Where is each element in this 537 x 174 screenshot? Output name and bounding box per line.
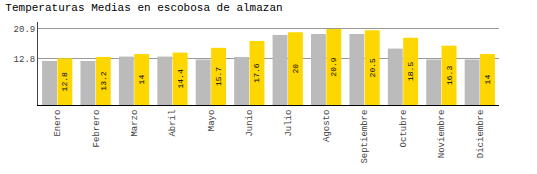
svg-text:17.6: 17.6: [252, 63, 261, 82]
svg-text:12.8: 12.8: [60, 72, 69, 91]
svg-text:Marzo: Marzo: [130, 110, 140, 137]
svg-text:20.9: 20.9: [14, 25, 36, 35]
svg-text:Febrero: Febrero: [92, 110, 102, 148]
svg-text:14: 14: [137, 75, 146, 85]
svg-text:Julio: Julio: [284, 110, 294, 137]
svg-text:Noviembre: Noviembre: [437, 110, 447, 159]
svg-text:Abril: Abril: [168, 110, 178, 137]
svg-text:Junio: Junio: [245, 110, 255, 137]
svg-text:16.3: 16.3: [445, 66, 454, 85]
svg-text:20.5: 20.5: [368, 58, 377, 77]
svg-text:Octubre: Octubre: [399, 110, 409, 148]
svg-text:13.2: 13.2: [99, 71, 108, 90]
svg-text:Agosto: Agosto: [322, 110, 332, 142]
svg-text:Temperaturas Medias en escobos: Temperaturas Medias en escobosa de almaz…: [5, 2, 282, 14]
svg-text:14: 14: [483, 75, 492, 85]
svg-text:12.8: 12.8: [14, 55, 36, 65]
svg-text:14.4: 14.4: [176, 69, 185, 88]
svg-text:Mayo: Mayo: [207, 110, 217, 132]
svg-text:15.7: 15.7: [214, 67, 223, 86]
svg-text:Septiembre: Septiembre: [360, 110, 370, 164]
svg-text:Enero: Enero: [53, 110, 63, 137]
svg-text:20.9: 20.9: [329, 57, 338, 76]
svg-text:Diciembre: Diciembre: [476, 110, 486, 159]
svg-text:20: 20: [291, 64, 300, 74]
svg-text:18.5: 18.5: [406, 62, 415, 81]
